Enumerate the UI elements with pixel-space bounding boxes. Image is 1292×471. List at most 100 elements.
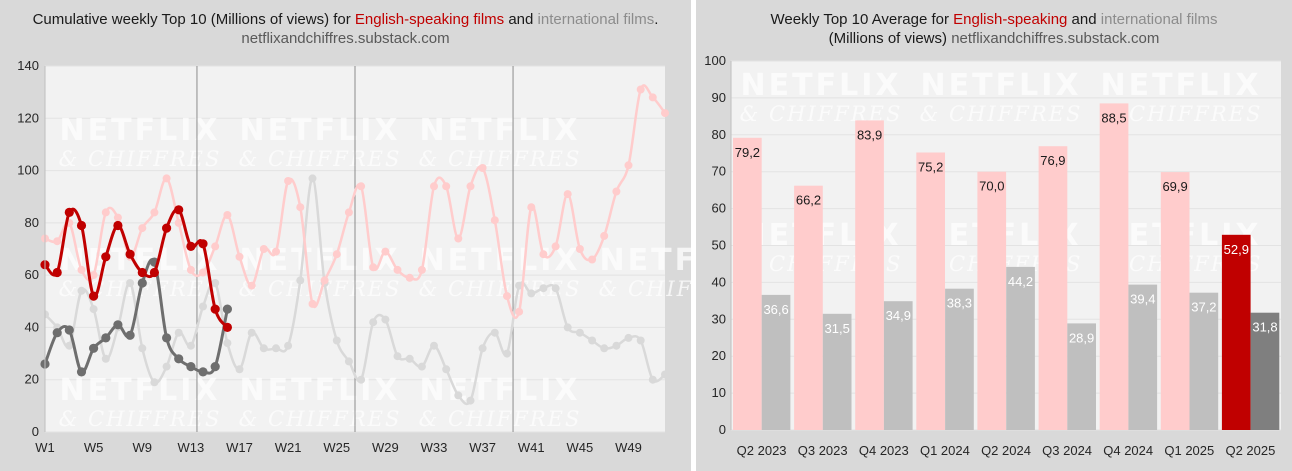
right-title-english: English-speaking [953, 11, 1068, 28]
bar-international [822, 313, 852, 430]
data-label-international: 34,9 [886, 308, 911, 323]
bar-international [883, 301, 913, 430]
data-point [186, 341, 195, 350]
y-tick-label: 80 [712, 127, 726, 142]
data-label-english: 70,0 [979, 179, 1004, 194]
data-point [223, 211, 232, 219]
bar-group: 69,9 37,2 [1160, 172, 1219, 430]
watermark-chiffres: & CHIFFRES [419, 147, 582, 171]
watermark-netflix: NETFLIX [600, 243, 691, 278]
x-tick-label: W45 [567, 440, 594, 455]
data-point [150, 208, 159, 217]
data-point [89, 291, 99, 301]
data-point [235, 252, 244, 261]
right-title-line2: (Millions of views) netflixandchiffres.s… [696, 29, 1292, 48]
y-tick-label: 120 [17, 110, 39, 125]
data-point [137, 278, 147, 288]
right-title-prefix: Weekly Top 10 Average for [770, 11, 954, 28]
data-label-english: 83,9 [857, 127, 882, 142]
data-point [357, 182, 366, 191]
watermark-netflix: NETFLIX [60, 373, 221, 408]
bar-english [733, 137, 762, 431]
data-point [186, 241, 196, 251]
right-title-units: (Millions of views) [828, 30, 952, 47]
y-tick-label: 90 [712, 90, 726, 105]
data-point [101, 333, 111, 343]
watermark-chiffres: & CHIFFRES [920, 102, 1083, 126]
data-point [490, 328, 499, 337]
data-point [259, 245, 268, 253]
watermark-chiffres: & CHIFFRES [59, 407, 222, 431]
data-point [65, 341, 74, 350]
watermark-netflix: NETFLIX [60, 113, 221, 148]
data-label-international: 39,4 [1130, 292, 1155, 307]
left-title-line1: Cumulative weekly Top 10 (Millions of vi… [0, 10, 691, 29]
bar-english [977, 171, 1007, 430]
watermark-netflix: NETFLIX [240, 113, 401, 148]
data-point [198, 367, 208, 377]
left-chart-title: Cumulative weekly Top 10 (Millions of vi… [0, 10, 691, 48]
x-category-label: Q1 2024 [920, 443, 970, 458]
data-point [381, 315, 390, 324]
series-line-international_current [43, 258, 229, 375]
data-point [247, 281, 256, 290]
data-label-english: 52,9 [1224, 242, 1249, 257]
data-point [223, 339, 232, 348]
data-point [624, 333, 633, 342]
data-point [515, 281, 524, 290]
data-point [125, 249, 135, 259]
data-point [211, 242, 220, 251]
data-point [272, 344, 280, 353]
bar-group: 66,2 31,5 [794, 185, 852, 430]
data-point [381, 247, 390, 256]
y-tick-label: 140 [17, 58, 39, 73]
data-point [174, 218, 183, 227]
data-point [575, 328, 584, 337]
data-point [113, 213, 122, 222]
data-point [272, 247, 280, 256]
x-category-label: Q2 2025 [1225, 443, 1275, 458]
data-point [199, 302, 207, 311]
data-point [150, 378, 159, 387]
data-point [344, 208, 353, 217]
y-tick-label: 70 [712, 164, 726, 179]
data-label-international: 28,9 [1069, 330, 1094, 345]
data-label-international: 44,2 [1008, 274, 1033, 289]
data-point [211, 279, 220, 287]
data-point [76, 367, 87, 377]
data-point [52, 328, 62, 338]
data-point [369, 263, 378, 272]
data-point [539, 250, 548, 259]
data-point [113, 320, 123, 330]
data-point [174, 328, 183, 337]
data-point [53, 237, 62, 246]
data-point [648, 93, 657, 102]
data-point [89, 343, 99, 353]
y-tick-label: 40 [712, 274, 726, 289]
data-point [405, 354, 414, 363]
bar-group: 70,0 44,2 [977, 171, 1035, 430]
data-point [222, 322, 232, 332]
right-title-line1: Weekly Top 10 Average for English-speaki… [696, 10, 1292, 29]
y-tick-label: 20 [25, 372, 39, 387]
data-point [308, 174, 317, 183]
y-tick-label: 60 [25, 267, 39, 282]
data-point [52, 267, 62, 278]
data-point [101, 208, 110, 217]
data-point [430, 182, 438, 191]
data-point [113, 220, 123, 231]
x-category-label: Q3 2023 [798, 443, 848, 458]
data-point [138, 344, 147, 353]
watermark-netflix: NETFLIX [420, 113, 581, 148]
data-point [600, 231, 609, 240]
data-point [210, 362, 220, 372]
data-label-international: 36,6 [763, 302, 788, 317]
data-point [393, 352, 402, 361]
data-label-english: 79,2 [735, 145, 760, 160]
data-point [405, 273, 414, 282]
data-point [515, 307, 524, 316]
bar-group: 83,9 34,9 [855, 120, 913, 431]
data-label-international: 31,5 [825, 321, 850, 336]
bar-international [1006, 266, 1035, 430]
x-tick-label: W29 [372, 440, 399, 455]
